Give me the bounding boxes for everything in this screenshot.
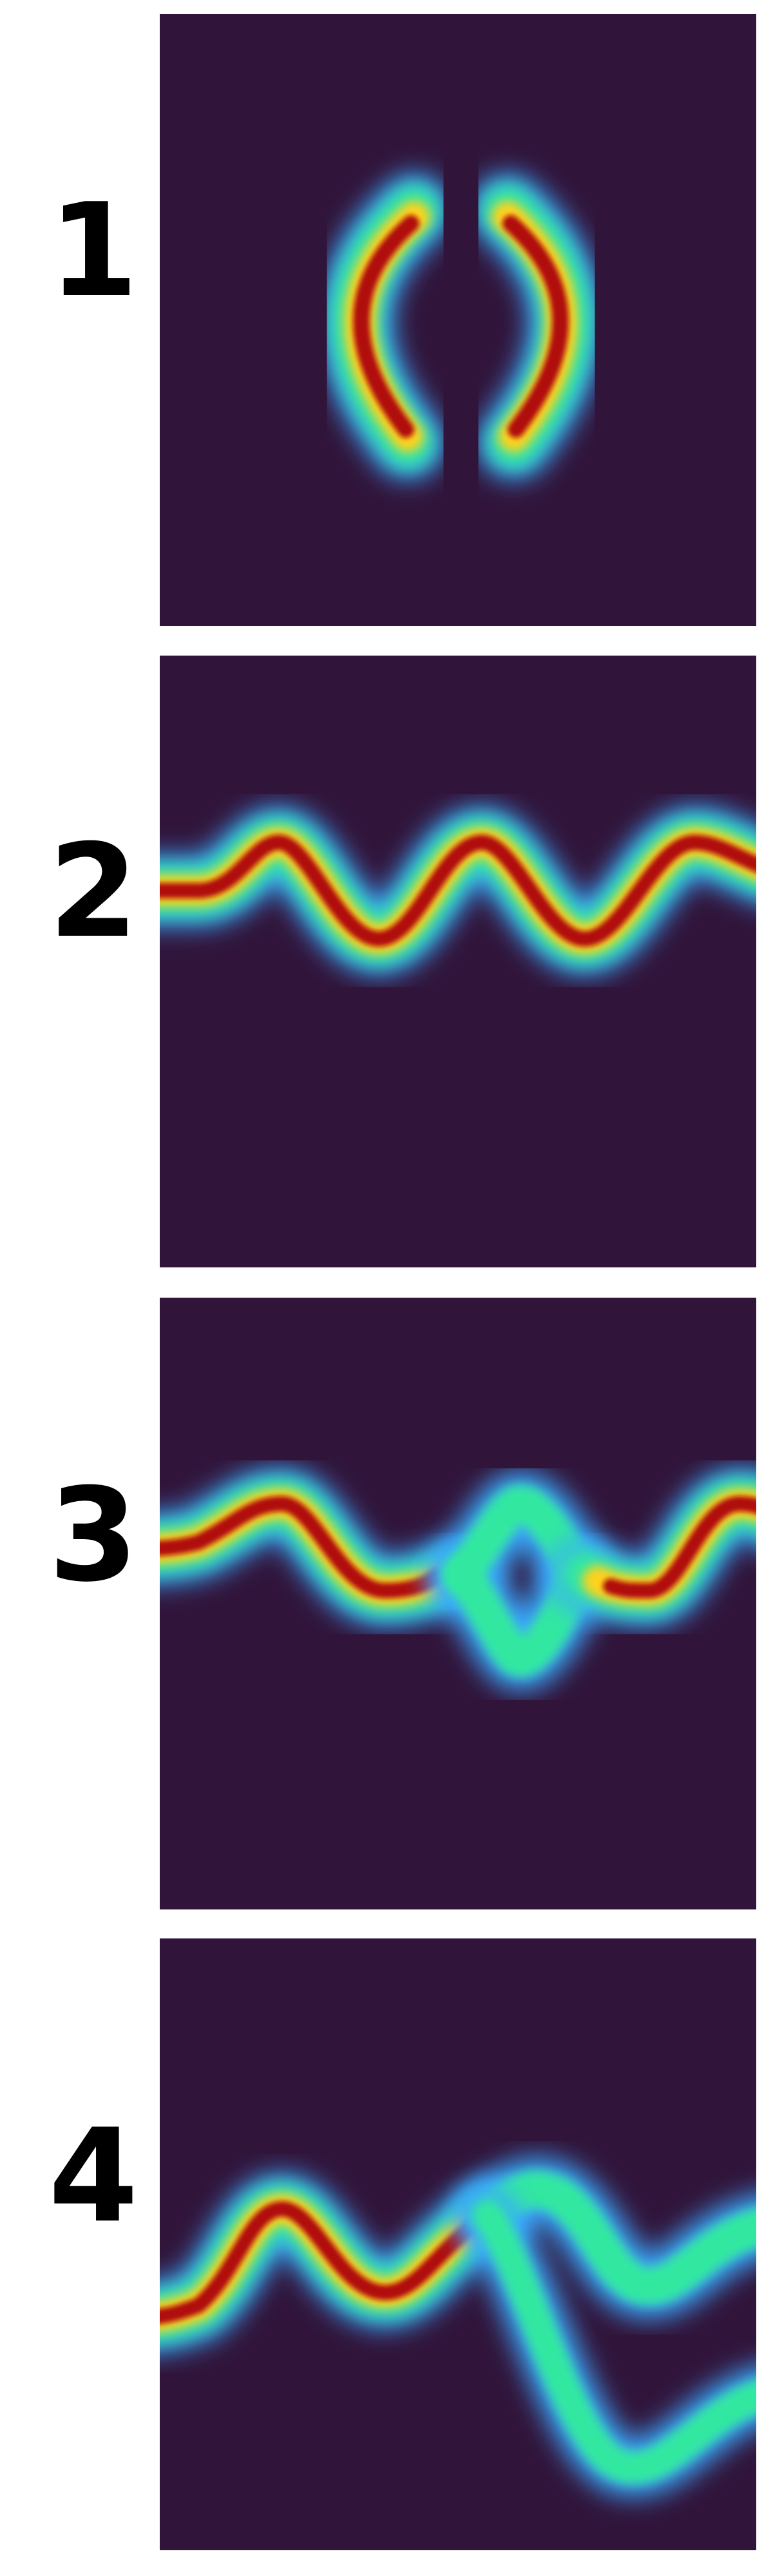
panel-3-right-band <box>549 1468 756 1627</box>
panel-4-lower-branch <box>459 2186 756 2497</box>
panel-2-band <box>160 806 756 975</box>
panel-label-4: 4 <box>48 2101 138 2251</box>
panel-label-1: 1 <box>48 176 138 326</box>
panel-4-upper-branch <box>456 2157 756 2319</box>
panel-3-left-band <box>160 1468 491 1627</box>
panel-1-background <box>160 14 756 626</box>
panel-4-heatmap <box>160 1938 756 2550</box>
panel-1-heatmap <box>160 14 756 626</box>
panel-label-2: 2 <box>48 817 138 967</box>
panel-3-heatmap <box>160 1298 756 1909</box>
panel-2-heatmap <box>160 656 756 1267</box>
panel-4-left-band <box>160 2173 524 2353</box>
panel-1-right-crescent <box>470 173 603 480</box>
panel-1-left-crescent <box>319 173 452 480</box>
panel-label-3: 3 <box>48 1461 138 1611</box>
panel-2-background <box>160 656 756 1267</box>
panel-3-loop <box>430 1471 611 1691</box>
